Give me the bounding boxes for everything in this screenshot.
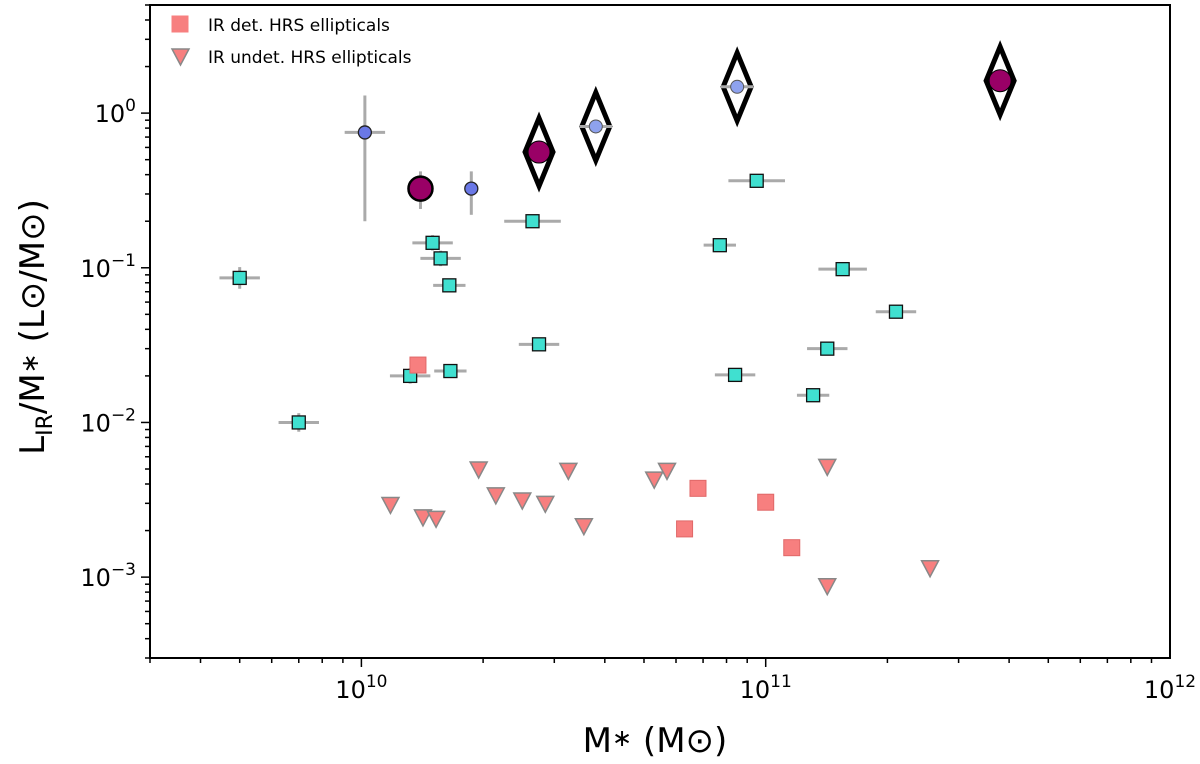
cyan-square-point (442, 278, 457, 293)
data-marks (219, 40, 1017, 597)
cyan-square-point (531, 337, 547, 352)
ir-det-square (409, 356, 427, 374)
ir-undet-triangle (558, 462, 579, 481)
x-tick-label: 1011 (740, 672, 792, 704)
blue-circle-point (464, 181, 479, 196)
ir-undet-triangle (817, 577, 838, 597)
y-tick-label: 10−3 (80, 560, 136, 592)
legend: IR det. HRS ellipticals IR undet. HRS el… (170, 15, 412, 68)
ir-undet-triangle (574, 517, 594, 537)
ir-det-square (757, 493, 775, 511)
plot-frame (149, 4, 1171, 659)
lightblue-circle-point (730, 79, 745, 94)
x-axis-label: M∗ (M⊙) (583, 721, 728, 761)
cyan-square-point (749, 173, 764, 188)
magenta-circle-point (407, 175, 434, 202)
x-tick-label: 1012 (1144, 672, 1196, 704)
ir-undet-triangle (426, 510, 446, 529)
magenta-circle-point (527, 140, 551, 164)
cyan-square-point (727, 367, 743, 383)
y-tick-label: 10−1 (80, 251, 136, 283)
y-tick-label: 100 (95, 96, 136, 128)
ir-det-square (783, 539, 801, 557)
cyan-square-point (425, 235, 440, 250)
ir-undet-triangle (657, 462, 677, 481)
cyan-square-point (820, 341, 835, 356)
cyan-square-point (232, 270, 247, 286)
axes: 1010 1011 1012 100 10−1 10−2 10−3 (80, 4, 1196, 704)
ir-det-square (689, 479, 707, 497)
y-axis-label: LIR/M∗ (L⊙/M⊙) (13, 199, 58, 455)
ir-undet-triangle (920, 559, 940, 579)
cyan-square-point (888, 304, 904, 319)
ir-undet-triangle (413, 509, 433, 528)
ir-undet-triangle (535, 495, 556, 514)
x-tick-label: 1010 (335, 672, 387, 704)
legend-label-ir-det: IR det. HRS ellipticals (208, 16, 390, 36)
cyan-square-point (291, 415, 306, 430)
cyan-square-point (433, 251, 448, 266)
lightblue-circle-point (588, 119, 603, 134)
ir-undet-triangle (512, 492, 533, 511)
ir-undet-triangle (486, 487, 506, 506)
cyan-square-point (712, 238, 727, 253)
ir-undet-triangle (644, 471, 664, 490)
cyan-square-point (835, 261, 850, 277)
ir-undet-triangle (468, 461, 489, 480)
legend-marker-square (171, 15, 189, 33)
legend-label-ir-undet: IR undet. HRS ellipticals (208, 48, 412, 68)
blue-circle-point (357, 125, 373, 140)
cyan-square-point (443, 363, 458, 379)
ir-undet-triangle (817, 458, 838, 477)
magenta-circle-point (988, 69, 1012, 93)
legend-marker-triangle (170, 48, 191, 67)
y-tick-label: 10−2 (80, 405, 136, 437)
ir-undet-triangle (380, 496, 401, 516)
cyan-square-point (525, 214, 540, 229)
cyan-square-point (805, 388, 821, 403)
ir-det-square (676, 520, 694, 538)
